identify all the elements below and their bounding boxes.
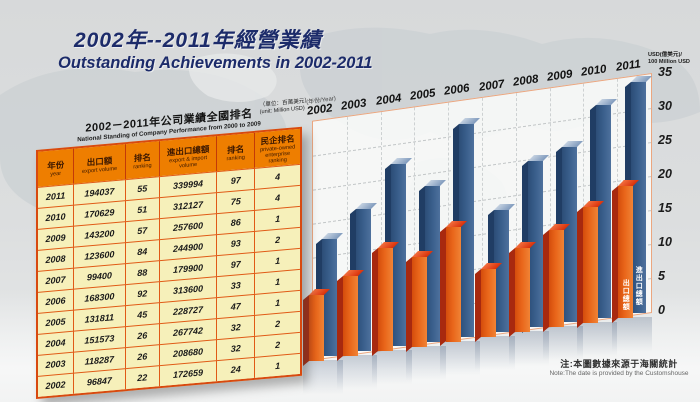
bar-series-label-total: 進出口總額 [635, 265, 643, 306]
bar-reflection [543, 326, 584, 373]
table-header-en: ranking [133, 163, 152, 171]
bar-export-2007 [480, 269, 496, 337]
table-header-cell: 民企排名 private-owned enterprise ranking [255, 129, 300, 168]
y-tick-label: 20 [658, 167, 672, 181]
y-axis-unit-line2: 100 Million USD [648, 59, 690, 66]
bar-total-2008 [527, 160, 543, 328]
bar-total-2006 [459, 123, 475, 337]
bar-reflection [440, 340, 481, 387]
bar-export-2003 [343, 275, 359, 357]
table-header-cell: 年份 year [38, 148, 75, 188]
bar-series-label-export: 出口總額 [622, 278, 630, 311]
page-title-en: Outstanding Achievements in 2002-2011 [58, 54, 373, 72]
footnote: 注:本圖數據來源于海關統計 Note:The date is provided … [538, 357, 700, 377]
y-axis-unit-line1: USD(億美元)/ [648, 52, 682, 58]
y-tick-label: 25 [658, 133, 672, 147]
bar-reflection [508, 331, 549, 378]
bar-reflection [577, 321, 618, 368]
footnote-zh: 注:本圖數據來源于海關統計 [560, 359, 678, 369]
y-tick-label: 35 [658, 65, 672, 79]
y-tick-label: 15 [658, 201, 672, 215]
bar-export-2010 [583, 206, 599, 323]
table-cell: 22 [125, 365, 160, 390]
bar-total-2005 [424, 186, 440, 342]
table-cell: 24 [217, 357, 256, 382]
table-header-cell: 排名 ranking [125, 141, 161, 180]
table-cell: 1 [255, 353, 301, 379]
y-tick-label: 5 [658, 269, 665, 283]
bar-total-2010 [596, 105, 612, 318]
bar-reflection [405, 345, 446, 392]
bar-export-2004 [377, 248, 393, 352]
table-body: 2011 194037 55 339994 97 4 2010 170629 51 312127 7… [38, 164, 301, 398]
y-tick-label: 30 [658, 99, 672, 113]
bar-export-2009 [549, 229, 565, 328]
bar-total-2009 [562, 147, 578, 323]
y-axis-unit-label: USD(億美元)/ 100 Million USD [648, 52, 690, 67]
y-tick-label: 0 [658, 303, 665, 317]
page-title: 2002年--2011年經營業績 Outstanding Achievement… [58, 24, 373, 73]
table-header-cell: 進出口總額 export & import volume [160, 136, 218, 177]
table-cell: 172659 [159, 360, 218, 387]
table-header-cell: 排名 ranking [217, 132, 256, 172]
bar-total-2002 [322, 238, 337, 357]
bar-export-2008 [514, 248, 530, 333]
table-header-cell: 出口額 export volume [74, 144, 126, 185]
bar-reflection [611, 316, 652, 363]
ranking-table: 2002－2011年公司業績全國排名 National Standing of … [36, 98, 310, 400]
table-frame: 年份 year 出口額 export volume 排名 ranking 進出口總額 expo… [36, 126, 302, 400]
bar-total-2003 [356, 209, 372, 352]
bar-reflection [337, 355, 378, 402]
bar-total-2011: 進出口總額 [630, 81, 646, 313]
bar-export-2005 [411, 257, 427, 347]
bar-total-2007 [493, 209, 509, 332]
table-cell: 2002 [38, 373, 75, 398]
table-cell: 96847 [74, 368, 126, 395]
bar-export-2002 [309, 295, 324, 362]
bar-export-2011: 出口總額 [617, 185, 633, 318]
y-tick-label: 10 [658, 235, 672, 249]
bar-total-2004 [390, 164, 406, 347]
bar-reflection [371, 350, 412, 397]
table-header-en: private-owned enterprise ranking [260, 144, 296, 165]
bar-reflection [303, 360, 343, 402]
page-title-zh: 2002年--2011年經營業績 [74, 29, 322, 52]
bar-export-2006 [446, 227, 462, 342]
bar-reflection [474, 336, 515, 382]
footnote-en: Note:The date is provided by the Customs… [549, 370, 689, 377]
